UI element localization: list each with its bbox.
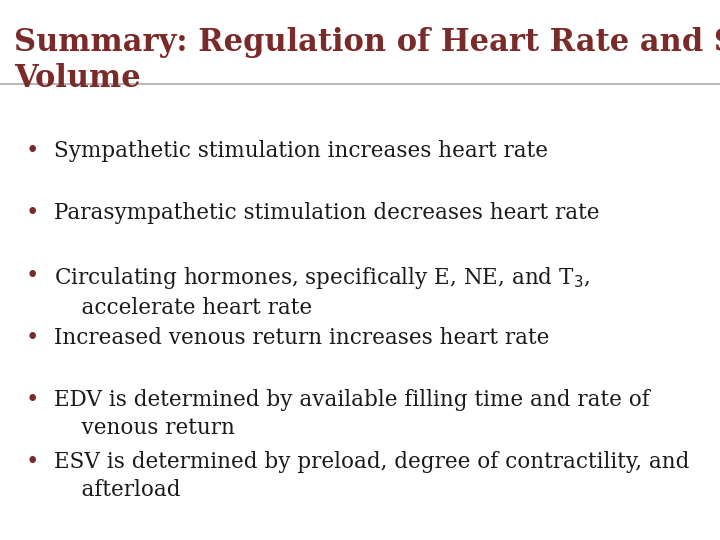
Text: Sympathetic stimulation increases heart rate: Sympathetic stimulation increases heart … bbox=[54, 140, 548, 163]
Text: •: • bbox=[26, 265, 39, 287]
Text: Increased venous return increases heart rate: Increased venous return increases heart … bbox=[54, 327, 549, 349]
Text: Parasympathetic stimulation decreases heart rate: Parasympathetic stimulation decreases he… bbox=[54, 202, 600, 225]
Text: ESV is determined by preload, degree of contractility, and
    afterload: ESV is determined by preload, degree of … bbox=[54, 451, 689, 501]
Text: Circulating hormones, specifically E, NE, and T$_3$,
    accelerate heart rate: Circulating hormones, specifically E, NE… bbox=[54, 265, 590, 319]
Text: •: • bbox=[26, 140, 39, 163]
Text: •: • bbox=[26, 451, 39, 473]
Text: •: • bbox=[26, 389, 39, 411]
Text: Summary: Regulation of Heart Rate and Stroke
Volume: Summary: Regulation of Heart Rate and St… bbox=[14, 27, 720, 94]
Text: •: • bbox=[26, 327, 39, 349]
Text: EDV is determined by available filling time and rate of
    venous return: EDV is determined by available filling t… bbox=[54, 389, 649, 438]
Text: •: • bbox=[26, 202, 39, 225]
